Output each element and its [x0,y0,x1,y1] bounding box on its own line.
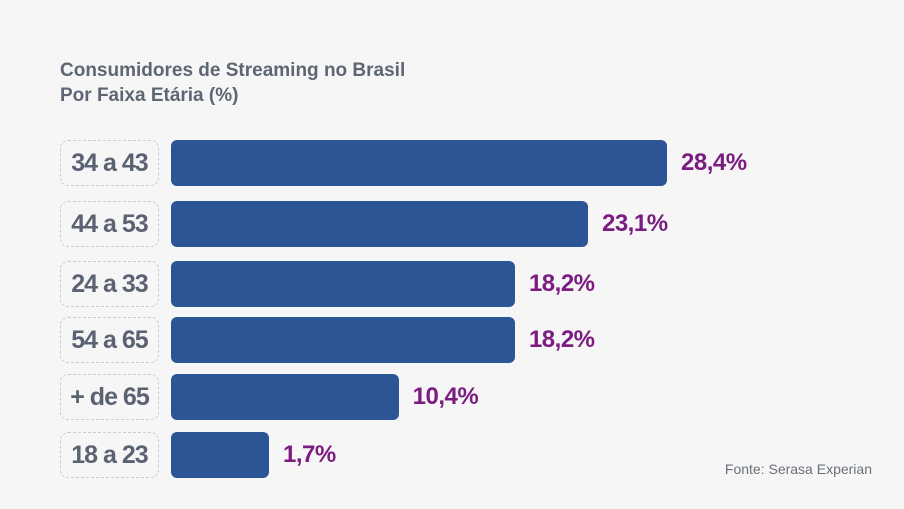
bar [171,261,515,307]
category-label: 44 a 53 [60,201,159,247]
source-note: Fonte: Serasa Experian [724,461,872,477]
bar [171,201,588,247]
category-label: + de 65 [60,374,159,420]
value-label: 18,2% [528,270,595,297]
category-label: 18 a 23 [60,432,159,478]
bar [171,432,269,478]
bar [171,317,515,363]
category-label: 54 a 65 [60,317,159,363]
value-label: 18,2% [528,326,595,353]
bar [171,374,399,420]
category-label: 34 a 43 [60,140,159,186]
value-label: 23,1% [601,210,668,237]
value-label: 1,7% [283,441,336,468]
bar-row: 44 a 53 23,1% [0,201,904,247]
subtitle: Por Faixa Etária (%) [60,85,239,106]
bar-row: 24 a 33 18,2% [0,261,904,307]
bar-row: + de 65 10,4% [0,374,904,420]
chart-title: Consumidores de Streaming no Brasil Por … [60,58,405,108]
bar-row: 34 a 43 28,4% [0,140,904,186]
bar-row: 54 a 65 18,2% [0,317,904,363]
bar [171,140,667,186]
value-label: 28,4% [681,149,747,176]
category-label: 24 a 33 [60,261,159,307]
value-label: 10,4% [412,383,479,410]
bar-row: 18 a 23 1,7% [0,432,904,478]
title: Consumidores de Streaming no Brasil [60,60,406,81]
